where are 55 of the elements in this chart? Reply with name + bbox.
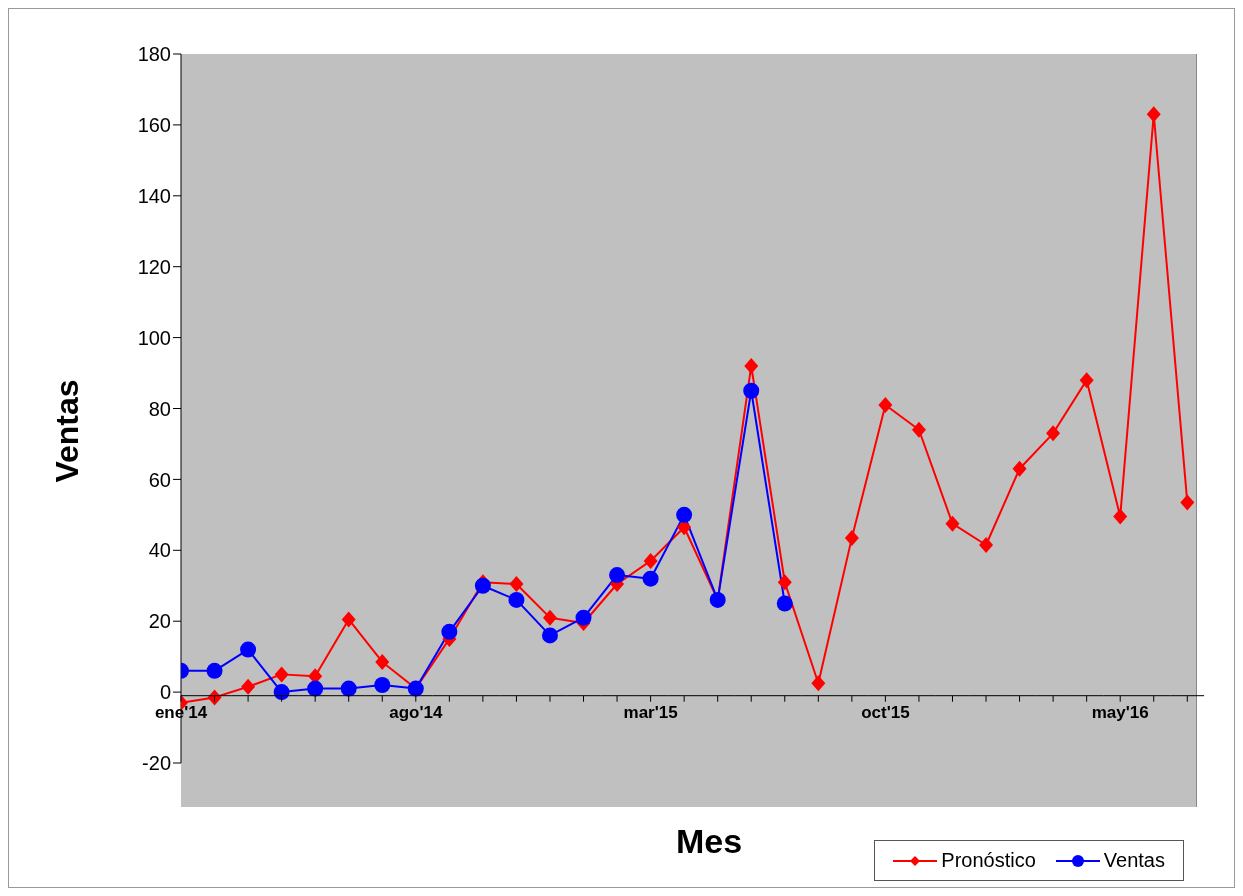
point (575, 609, 592, 626)
x-axis-title: Mes (675, 821, 743, 861)
point (274, 666, 289, 683)
y-tick-label: 120 (137, 255, 171, 278)
point (945, 515, 960, 532)
point (743, 382, 760, 399)
y-tick-label: 140 (137, 184, 171, 207)
point (744, 357, 759, 374)
point (844, 529, 859, 546)
y-tick-label: 40 (148, 539, 171, 562)
point (1046, 425, 1061, 442)
y-tick-label: 160 (137, 114, 171, 136)
point (341, 611, 356, 628)
y-tick-label: 180 (137, 43, 171, 66)
legend-label: Pronóstico (941, 849, 1036, 872)
point (509, 575, 524, 592)
point (643, 552, 658, 569)
x-tick-label: may'16 (1091, 702, 1149, 722)
x-tick-label: ago'14 (389, 702, 443, 722)
point (1146, 106, 1161, 123)
point (1012, 460, 1027, 477)
point (878, 396, 893, 413)
x-tick-label: ene'14 (154, 702, 208, 722)
y-tick-label: 20 (148, 610, 171, 633)
point (541, 627, 558, 644)
point (374, 677, 391, 694)
point (542, 609, 557, 626)
point (609, 567, 626, 584)
point (642, 570, 659, 587)
y-tick-label: 0 (159, 681, 171, 704)
point (811, 675, 826, 692)
point (777, 574, 792, 591)
y-axis-title: Ventas (48, 378, 86, 483)
point (375, 653, 390, 670)
point (307, 680, 324, 697)
point (1079, 372, 1094, 389)
point (340, 680, 357, 697)
point (1113, 508, 1128, 525)
point (206, 662, 223, 679)
y-tick-label: -20 (142, 752, 171, 775)
point (441, 623, 458, 640)
point (508, 591, 525, 608)
point (776, 595, 793, 612)
legend-label: Ventas (1103, 849, 1165, 872)
point (241, 678, 256, 695)
point (979, 536, 994, 553)
point (1180, 494, 1194, 511)
y-tick-label: 60 (148, 468, 171, 491)
x-tick-label: mar'15 (623, 702, 678, 722)
y-tick-label: 80 (148, 397, 171, 420)
point (240, 641, 257, 658)
point (911, 421, 926, 438)
point (676, 506, 693, 523)
x-tick-label: oct'15 (861, 702, 910, 722)
y-tick-label: 100 (137, 326, 171, 349)
